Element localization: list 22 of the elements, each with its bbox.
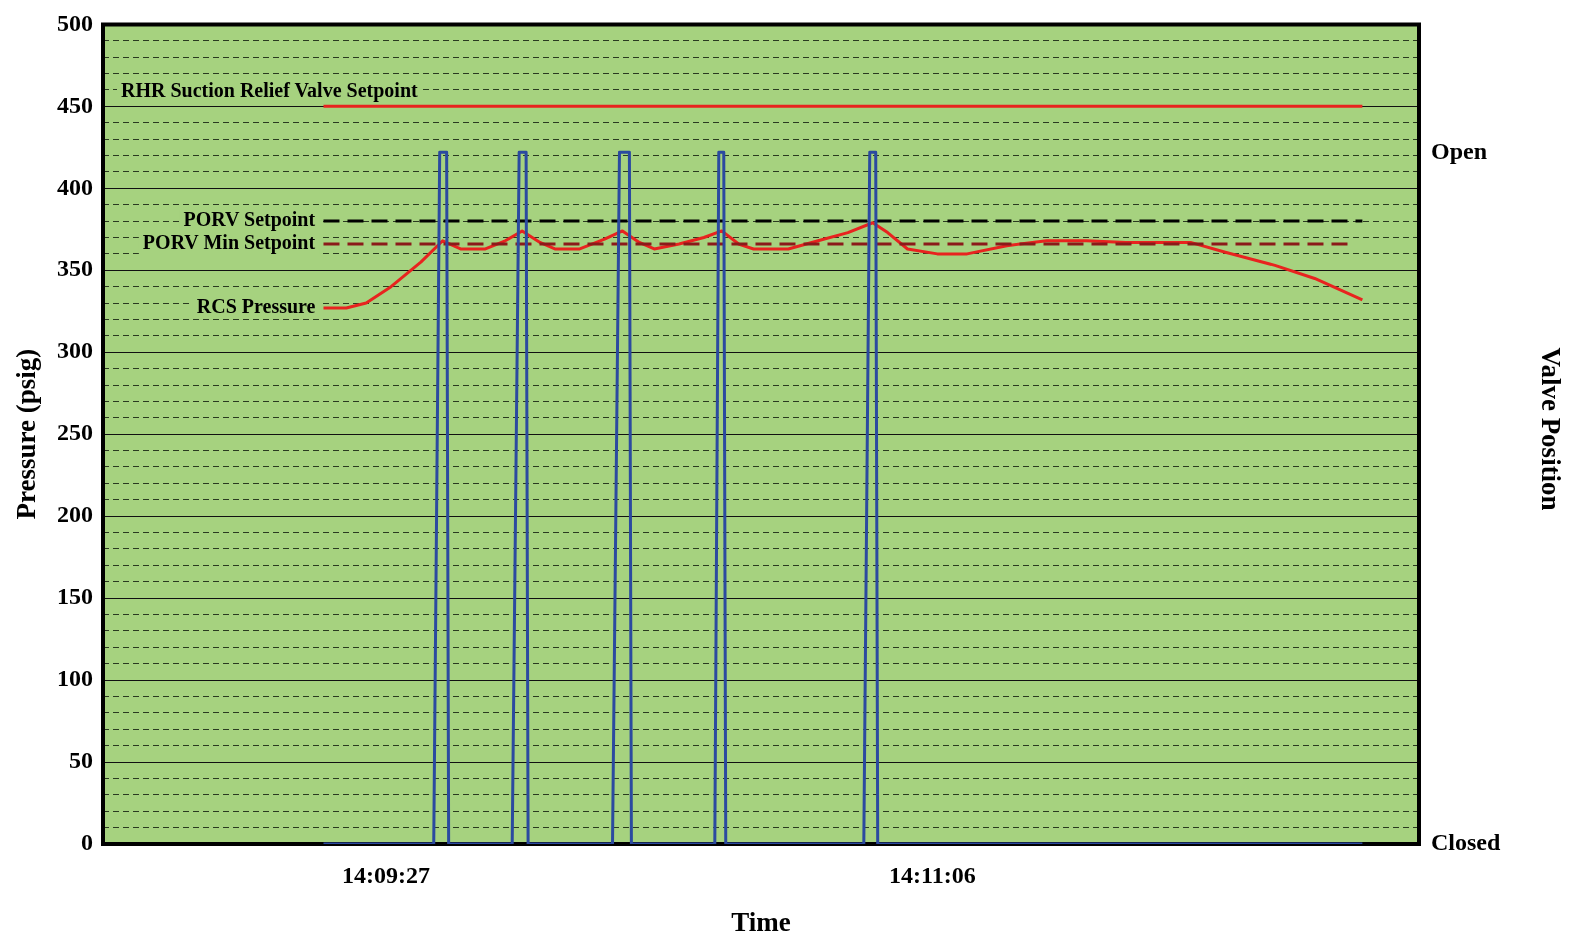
x-axis-title: Time: [731, 906, 791, 937]
y-tick-label: 250: [57, 419, 93, 446]
y-tick-label: 350: [57, 255, 93, 282]
y-tick-label: 450: [57, 91, 93, 118]
series-label: RHR Suction Relief Valve Setpoint: [121, 78, 419, 102]
y-tick-label: 100: [57, 665, 93, 692]
y-axis-title: Valve Position: [1535, 347, 1566, 511]
x-tick-label: 14:11:06: [888, 861, 976, 888]
x-tick-label: 14:09:27: [342, 861, 431, 888]
series-label: PORV Min Setpoint: [142, 231, 316, 255]
series-label: RCS Pressure: [196, 295, 316, 318]
text: Closed: [1431, 829, 1501, 856]
series-label: PORV Setpoint: [183, 208, 316, 232]
y-tick-label: 400: [57, 173, 93, 200]
y-tick-label: 500: [57, 9, 93, 36]
text: Open: [1431, 137, 1488, 164]
y-tick-label: 50: [69, 747, 93, 774]
y-tick-label: 200: [57, 501, 93, 528]
y-tick-label: 0: [81, 829, 93, 856]
y-tick-label: 150: [57, 583, 93, 610]
y-axis-title: Pressure (psig): [11, 348, 42, 520]
y-tick-label: 300: [57, 337, 93, 364]
